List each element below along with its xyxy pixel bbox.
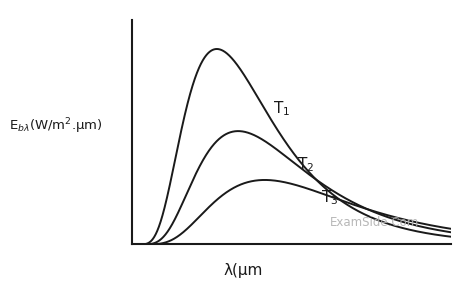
Text: T$_3$: T$_3$	[321, 189, 338, 207]
Text: λ(μm: λ(μm	[224, 263, 263, 278]
Text: E$_{bλ}$(W/m$^2$.μm): E$_{bλ}$(W/m$^2$.μm)	[9, 117, 103, 136]
Text: T$_2$: T$_2$	[297, 155, 314, 174]
Text: ExamSide.Com: ExamSide.Com	[330, 216, 419, 230]
Text: T$_1$: T$_1$	[273, 99, 290, 118]
